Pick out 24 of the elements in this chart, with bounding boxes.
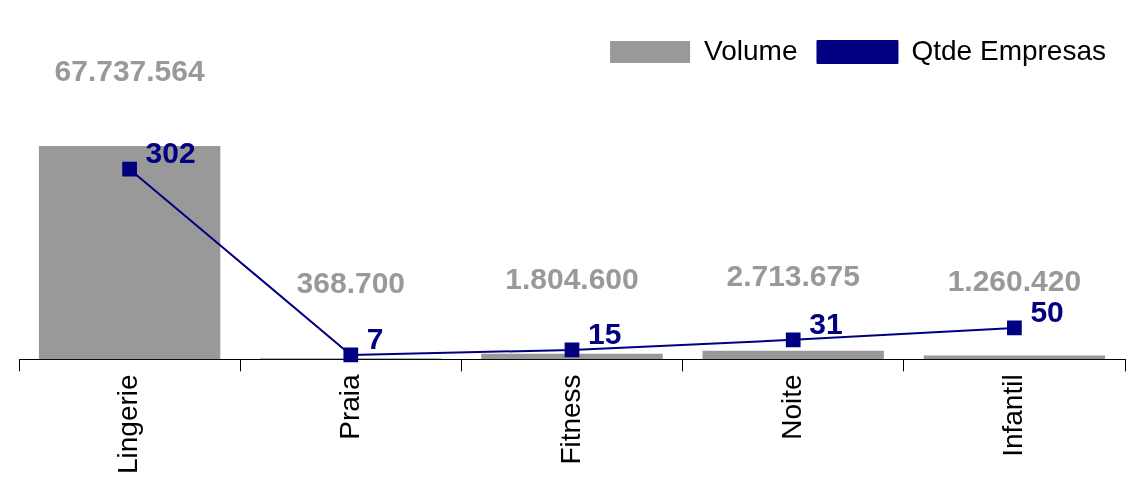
point [122, 161, 137, 177]
data-label: 2.713.675 [726, 259, 860, 293]
point [1007, 320, 1022, 336]
point [564, 342, 580, 358]
x-tick-label: Infantil [997, 374, 1029, 457]
data-label: 15 [588, 317, 622, 351]
bar [923, 355, 1106, 360]
point [343, 347, 359, 363]
data-label: 1.804.600 [505, 261, 639, 295]
data-label: 1.260.420 [947, 263, 1082, 297]
data-label: 31 [809, 307, 843, 341]
x-tick-label: Fitness [554, 374, 586, 465]
point [785, 332, 801, 348]
data-label: 302 [145, 136, 196, 170]
data-label: 67.737.564 [54, 54, 205, 88]
data-label: 368.700 [296, 266, 406, 300]
data-label: 7 [366, 322, 384, 356]
x-tick-label: Noite [775, 374, 807, 440]
legend-label: Qtde Empresas [911, 34, 1107, 66]
bar [702, 350, 884, 360]
x-tick-label: Praia [333, 373, 365, 440]
x-tick-label: Lingerie [112, 374, 144, 475]
legend-label: Volume [704, 34, 798, 66]
data-label: 50 [1030, 295, 1064, 329]
